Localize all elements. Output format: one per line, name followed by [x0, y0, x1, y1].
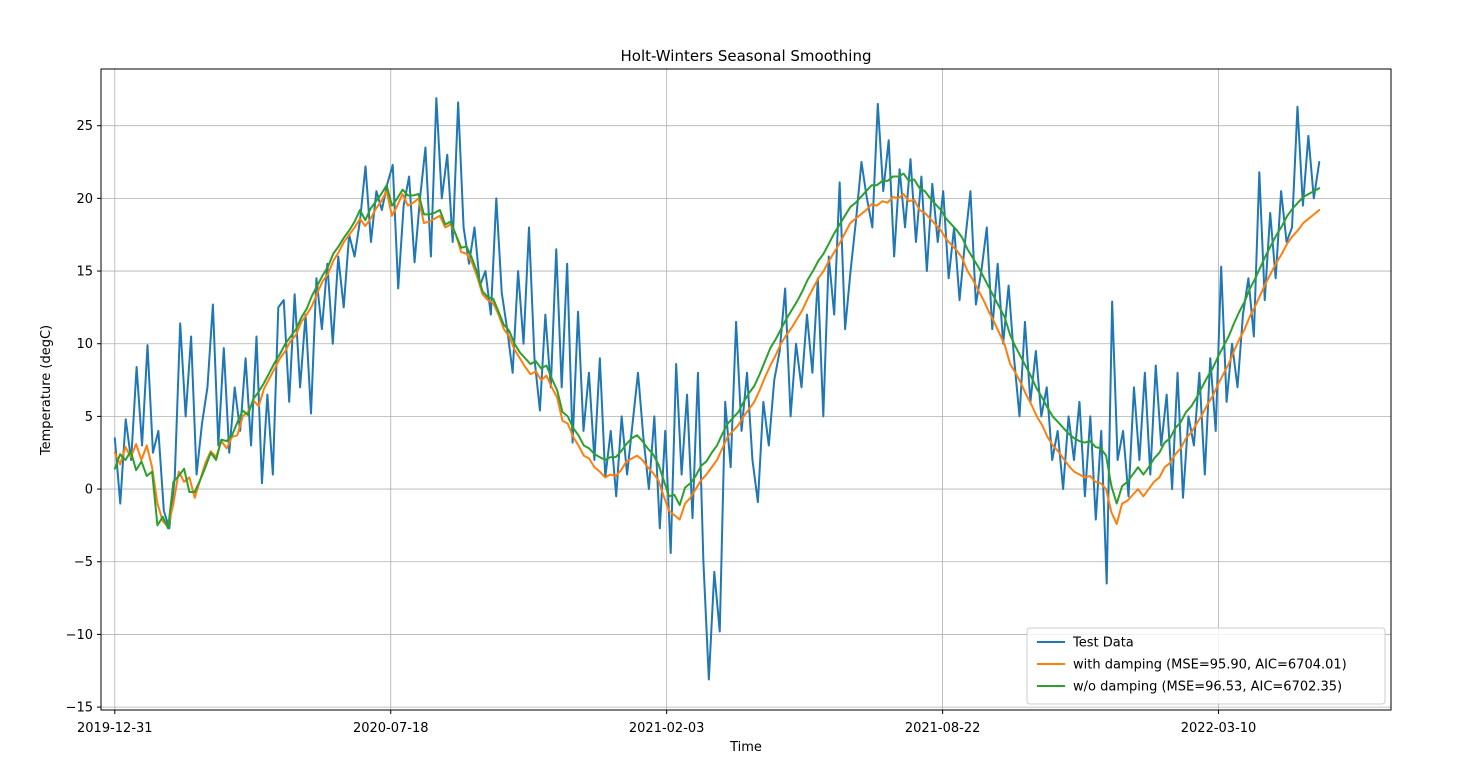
legend-box	[1026, 627, 1386, 705]
y-tick-label: 5	[85, 410, 93, 425]
grid	[101, 69, 1391, 710]
x-tick-label: 2021-08-22	[905, 721, 981, 736]
x-axis-label: Time	[729, 740, 762, 755]
legend: Test Data with damping (MSE=95.90, AIC=67…	[1026, 627, 1386, 705]
x-tick-label: 2019-12-31	[77, 721, 153, 736]
series-group	[113, 97, 1321, 681]
legend-label-2: w/o damping (MSE=96.53, AIC=6702.35)	[1073, 680, 1342, 695]
y-tick-label: 25	[76, 119, 93, 134]
legend-label-1: with damping (MSE=95.90, AIC=6704.01)	[1073, 658, 1347, 673]
y-axis: −15 −10 −5 0 5 10 15 20 25	[66, 119, 101, 716]
series-line-0	[113, 97, 1321, 681]
x-tick-label: 2021-02-03	[629, 721, 705, 736]
y-axis-label: Temperature (degC)	[39, 325, 54, 456]
legend-label-0: Test Data	[1072, 636, 1134, 651]
chart-title: Holt-Winters Seasonal Smoothing	[621, 47, 872, 65]
y-tick-label: −5	[74, 555, 93, 570]
y-tick-label: 10	[76, 337, 93, 352]
y-tick-label: −15	[66, 701, 93, 716]
y-tick-label: 20	[76, 192, 93, 207]
x-axis: 2019-12-31 2020-07-18 2021-02-03 2021-08-22…	[77, 710, 1256, 736]
y-tick-label: −10	[66, 628, 93, 643]
series-line-2	[113, 172, 1321, 530]
series-line-1	[113, 190, 1321, 528]
x-tick-label: 2022-03-10	[1181, 721, 1257, 736]
y-tick-label: 0	[85, 483, 93, 498]
plot-frame	[100, 68, 1392, 711]
y-tick-label: 15	[76, 265, 93, 280]
x-tick-label: 2020-07-18	[353, 721, 429, 736]
